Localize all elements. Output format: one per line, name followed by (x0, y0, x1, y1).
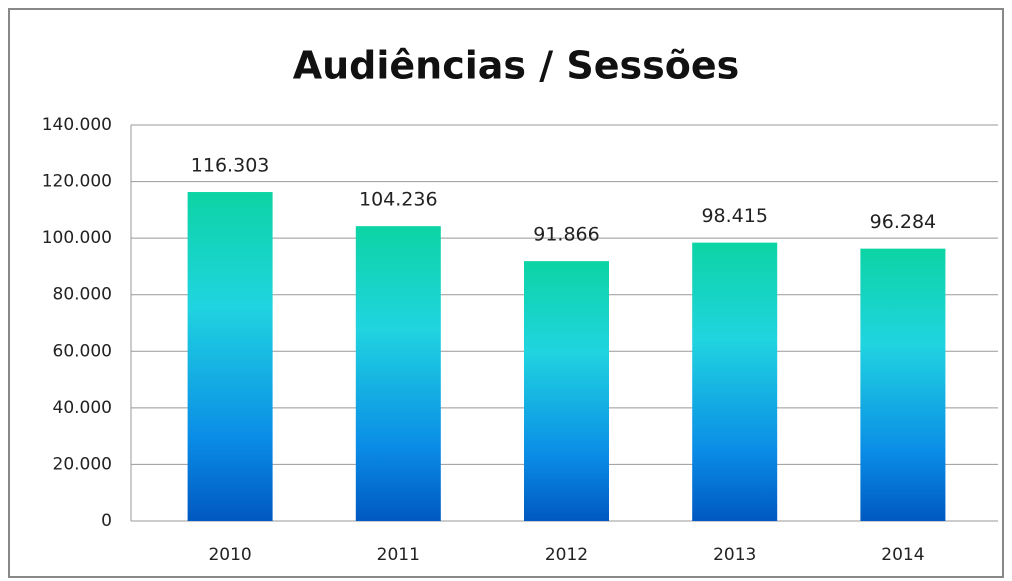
chart-border (8, 8, 1004, 578)
chart-title: Audiências / Sessões (293, 44, 740, 88)
bar (355, 226, 441, 522)
y-tick-label: 40.000 (53, 398, 112, 418)
y-tick-label: 80.000 (53, 285, 112, 305)
y-tick-label: 0 (101, 511, 112, 531)
bar (860, 248, 946, 522)
value-label: 96.284 (870, 211, 936, 233)
y-tick-label: 140.000 (42, 115, 112, 135)
x-tick-label: 2010 (208, 545, 251, 565)
y-tick-label: 20.000 (53, 454, 112, 474)
y-tick-label: 100.000 (42, 228, 112, 248)
value-label: 104.236 (359, 189, 438, 211)
bar (187, 192, 273, 521)
bar (692, 242, 778, 521)
value-label: 116.303 (191, 155, 270, 177)
x-tick-label: 2012 (545, 545, 588, 565)
bar (524, 261, 609, 521)
x-tick-label: 2014 (881, 545, 924, 565)
y-tick-label: 60.000 (53, 341, 112, 361)
value-label: 98.415 (701, 205, 767, 227)
y-tick-label: 120.000 (42, 172, 112, 192)
x-tick-label: 2011 (377, 545, 420, 565)
value-label: 91.866 (533, 224, 599, 246)
x-tick-label: 2013 (713, 545, 756, 565)
